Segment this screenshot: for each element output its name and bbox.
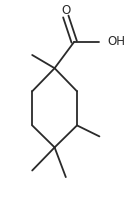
Text: OH: OH — [108, 35, 126, 48]
Text: O: O — [61, 5, 70, 17]
